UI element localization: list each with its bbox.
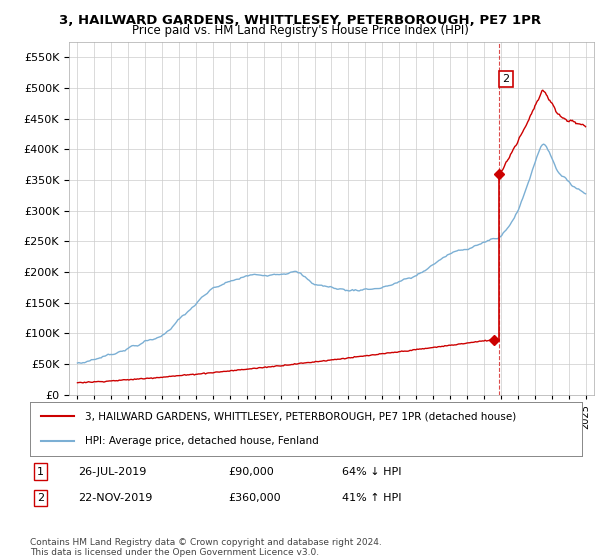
Text: 64% ↓ HPI: 64% ↓ HPI [342, 466, 401, 477]
Text: HPI: Average price, detached house, Fenland: HPI: Average price, detached house, Fenl… [85, 436, 319, 446]
Text: Contains HM Land Registry data © Crown copyright and database right 2024.
This d: Contains HM Land Registry data © Crown c… [30, 538, 382, 557]
Text: £360,000: £360,000 [228, 493, 281, 503]
Text: 26-JUL-2019: 26-JUL-2019 [78, 466, 146, 477]
Text: 3, HAILWARD GARDENS, WHITTLESEY, PETERBOROUGH, PE7 1PR (detached house): 3, HAILWARD GARDENS, WHITTLESEY, PETERBO… [85, 412, 517, 421]
Text: 1: 1 [37, 466, 44, 477]
Text: £90,000: £90,000 [228, 466, 274, 477]
Text: 2: 2 [503, 74, 509, 84]
Text: 3, HAILWARD GARDENS, WHITTLESEY, PETERBOROUGH, PE7 1PR: 3, HAILWARD GARDENS, WHITTLESEY, PETERBO… [59, 14, 541, 27]
Text: 22-NOV-2019: 22-NOV-2019 [78, 493, 152, 503]
Text: 41% ↑ HPI: 41% ↑ HPI [342, 493, 401, 503]
Text: 2: 2 [37, 493, 44, 503]
Text: Price paid vs. HM Land Registry's House Price Index (HPI): Price paid vs. HM Land Registry's House … [131, 24, 469, 36]
